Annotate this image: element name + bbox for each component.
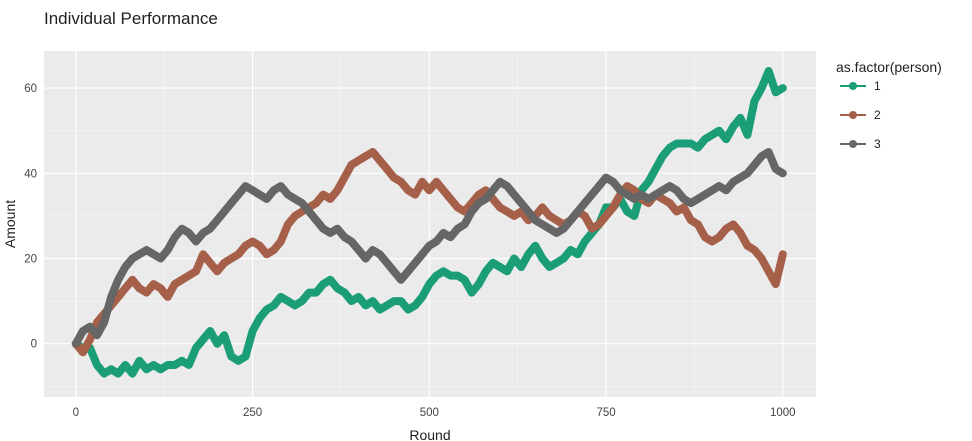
y-axis-title: Amount — [2, 200, 18, 248]
legend-label: 2 — [874, 108, 881, 122]
plot-panel — [44, 51, 816, 397]
legend[interactable]: as.factor(person) 1 2 3 — [836, 59, 942, 151]
y-tick-label: 20 — [24, 254, 37, 266]
legend-item-2[interactable]: 2 — [840, 108, 881, 122]
x-axis: 0 250 500 750 1000 — [73, 407, 796, 419]
x-tick-label: 500 — [420, 407, 439, 419]
x-tick-label: 750 — [596, 407, 615, 419]
chart-title: Individual Performance — [44, 9, 218, 28]
grid-minor — [44, 51, 816, 397]
series-layer — [71, 67, 787, 378]
legend-label: 3 — [874, 137, 881, 151]
x-tick-label: 0 — [73, 407, 79, 419]
y-tick-label: 0 — [31, 339, 37, 351]
x-tick-label: 1000 — [770, 407, 796, 419]
series-3-line[interactable] — [71, 148, 787, 348]
x-axis-title: Round — [409, 427, 450, 441]
legend-item-3[interactable]: 3 — [840, 137, 881, 151]
y-tick-label: 40 — [24, 168, 37, 180]
x-tick-label: 250 — [243, 407, 262, 419]
legend-swatch-marker — [849, 140, 857, 148]
legend-item-1[interactable]: 1 — [840, 79, 881, 93]
y-tick-label: 60 — [24, 83, 37, 95]
y-axis: 0 20 40 60 — [24, 83, 37, 351]
legend-label: 1 — [874, 79, 881, 93]
legend-swatch-marker — [849, 82, 857, 90]
legend-swatch-marker — [849, 111, 857, 119]
legend-title: as.factor(person) — [836, 59, 942, 75]
series-1-line[interactable] — [71, 67, 787, 378]
series-2-line[interactable] — [71, 148, 787, 357]
